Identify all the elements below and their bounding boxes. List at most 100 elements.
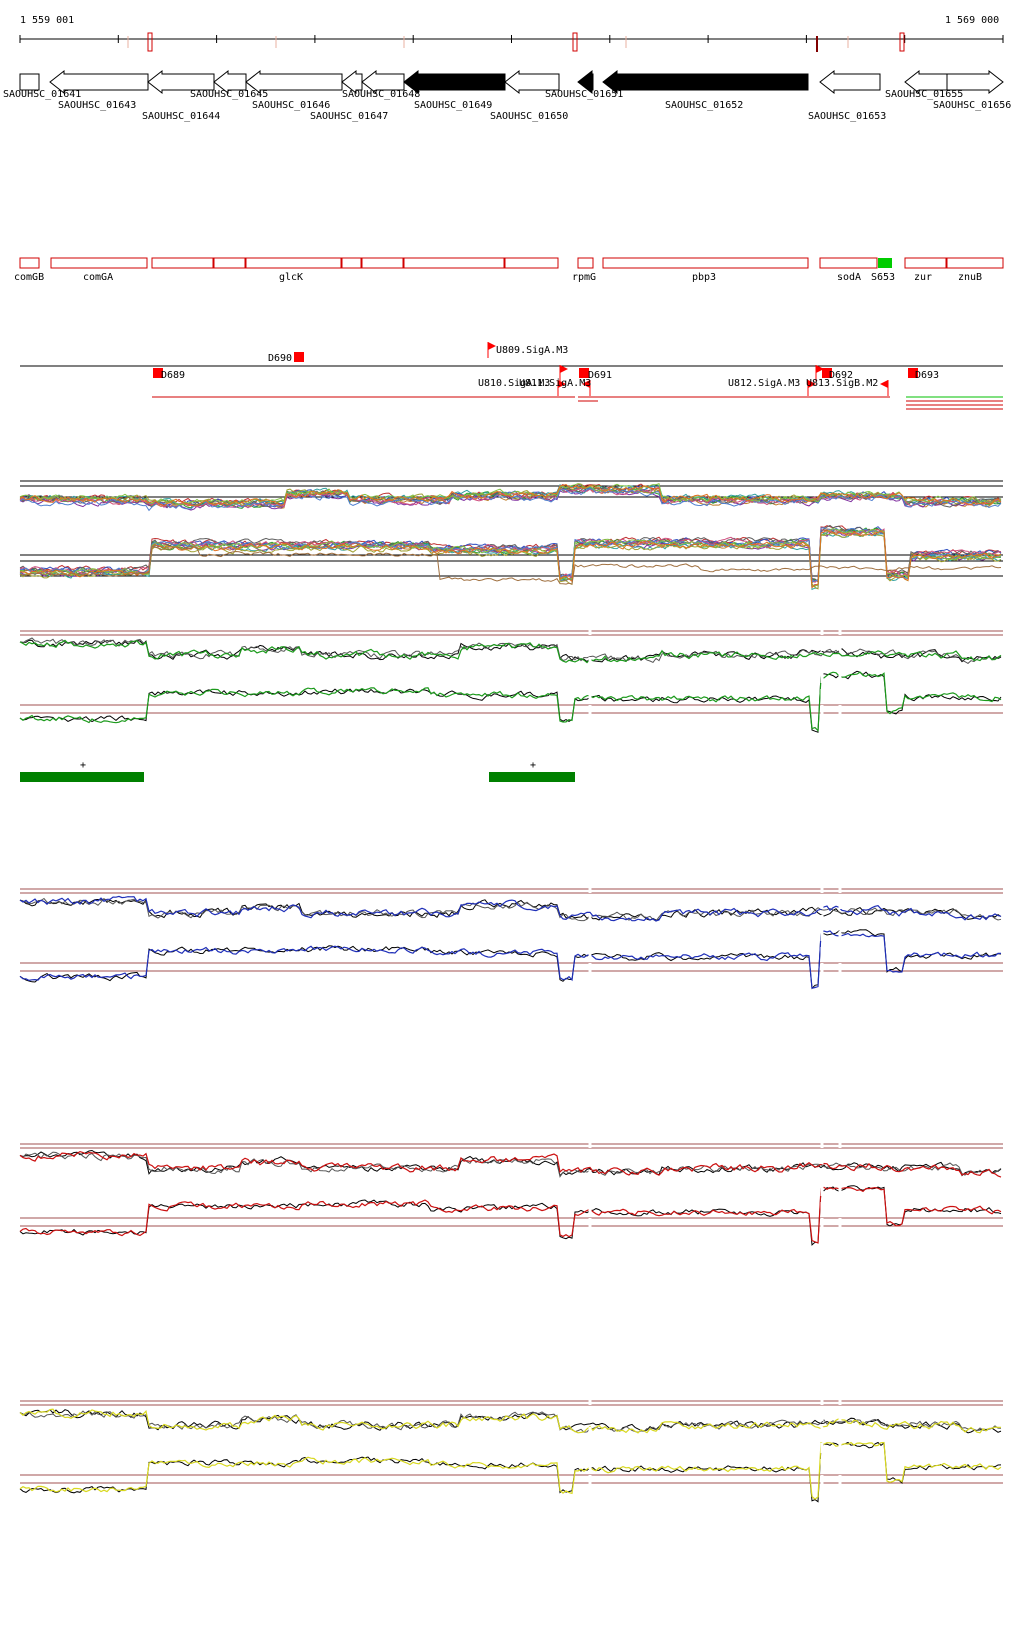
gene-arrow[interactable] bbox=[819, 69, 881, 95]
feature-label: S653 bbox=[871, 272, 895, 283]
promoter-flag[interactable] bbox=[488, 342, 496, 350]
gene-arrow[interactable] bbox=[341, 69, 363, 95]
green-segment[interactable] bbox=[489, 772, 575, 782]
regulatory-block[interactable] bbox=[908, 368, 918, 378]
gene-label: SAOUHSC_01646 bbox=[252, 100, 330, 111]
gene-arrow[interactable] bbox=[49, 69, 149, 95]
feature-box[interactable] bbox=[245, 257, 342, 269]
gene-label: SAOUHSC_01653 bbox=[808, 111, 886, 122]
regulatory-label: D689 bbox=[161, 370, 185, 381]
promoter-flag[interactable] bbox=[582, 380, 590, 388]
gene-arrow[interactable] bbox=[213, 69, 247, 95]
expression-profiles-track bbox=[19, 480, 1003, 591]
feature-label: sodA bbox=[837, 272, 861, 283]
gene-arrow[interactable] bbox=[577, 69, 594, 95]
regulatory-block[interactable] bbox=[153, 368, 163, 378]
regulatory-label: U813.SigB.M2 bbox=[806, 378, 878, 389]
gene-arrow[interactable] bbox=[504, 69, 560, 95]
gene-arrow[interactable] bbox=[946, 69, 1004, 95]
profile-line bbox=[19, 527, 1002, 587]
gene-label: SAOUHSC_01645 bbox=[190, 89, 268, 100]
regulatory-block[interactable] bbox=[822, 368, 832, 378]
promoter-flag[interactable] bbox=[558, 380, 566, 388]
profile-line bbox=[19, 529, 1002, 589]
feature-box[interactable] bbox=[819, 257, 878, 269]
reference-line bbox=[19, 637, 1002, 665]
feature-box[interactable] bbox=[19, 257, 40, 269]
green-segment-track: + + bbox=[20, 760, 575, 782]
gene-arrow[interactable] bbox=[403, 69, 506, 95]
feature-label: znuB bbox=[958, 272, 982, 283]
gene-label: SAOUHSC_01656 bbox=[933, 100, 1011, 111]
feature-label: glcK bbox=[279, 272, 303, 283]
gene-label: SAOUHSC_01644 bbox=[142, 111, 220, 122]
regulatory-block[interactable] bbox=[294, 352, 304, 362]
regulatory-label: U810.SigA.M3 bbox=[478, 378, 550, 389]
feature-box[interactable] bbox=[504, 257, 559, 269]
gene-arrow[interactable] bbox=[602, 69, 809, 95]
gene-arrow[interactable] bbox=[147, 69, 215, 95]
feature-label: pbp3 bbox=[692, 272, 716, 283]
blue-expression-track bbox=[19, 883, 1003, 993]
regulatory-block[interactable] bbox=[579, 368, 589, 378]
gene-label: SAOUHSC_01643 bbox=[58, 100, 136, 111]
feature-box[interactable] bbox=[50, 257, 148, 269]
expression-line bbox=[19, 671, 1002, 732]
expression-line bbox=[19, 1408, 1001, 1434]
profile-line bbox=[19, 527, 1002, 583]
feature-box[interactable] bbox=[403, 257, 505, 269]
expression-line bbox=[19, 1186, 1002, 1244]
feature-track: comGB comGA glcK rpmG pbp3 sodA S653 zur znuB bbox=[14, 257, 1004, 283]
feature-box[interactable] bbox=[151, 257, 214, 269]
feature-box[interactable] bbox=[602, 257, 809, 269]
promoter-flag[interactable] bbox=[880, 380, 888, 388]
ruler-marker bbox=[147, 32, 153, 52]
gene-arrow[interactable] bbox=[361, 69, 405, 95]
gene-label: SAOUHSC_01652 bbox=[665, 100, 743, 111]
feature-box[interactable] bbox=[577, 257, 594, 269]
feature-box[interactable] bbox=[341, 257, 362, 269]
regulatory-label: D693 bbox=[915, 370, 939, 381]
feature-box[interactable] bbox=[904, 257, 947, 269]
green-segment[interactable] bbox=[20, 772, 144, 782]
feature-box[interactable] bbox=[946, 257, 1004, 269]
reference-line bbox=[19, 1185, 1002, 1246]
feature-box[interactable] bbox=[213, 257, 246, 269]
expression-line bbox=[19, 639, 1002, 664]
regulatory-track: D689 D690 U809.SigA.M3 U810.SigA.M3U811.Sig… bbox=[20, 342, 1003, 410]
feature-box-s653[interactable] bbox=[878, 258, 892, 268]
profile-line bbox=[19, 484, 1002, 507]
gene-label: SAOUHSC_01651 bbox=[545, 89, 623, 100]
green-expression-track bbox=[19, 625, 1003, 735]
feature-label: comGA bbox=[83, 272, 113, 283]
gene-arrow[interactable] bbox=[904, 69, 948, 95]
feature-label: zur bbox=[914, 272, 932, 283]
feature-label: rpmG bbox=[572, 272, 596, 283]
profile-line bbox=[19, 530, 1002, 589]
ruler-marker bbox=[572, 32, 578, 52]
reference-line bbox=[19, 1441, 1002, 1503]
regulatory-label: U811.SigA.M3 bbox=[519, 378, 591, 389]
plus-marker: + bbox=[80, 760, 86, 771]
promoter-flag[interactable] bbox=[816, 365, 824, 373]
gene-arrow[interactable] bbox=[245, 69, 343, 95]
gene-label: SAOUHSC_01647 bbox=[310, 111, 388, 122]
feature-box[interactable] bbox=[361, 257, 404, 269]
gene-label: SAOUHSC_01650 bbox=[490, 111, 568, 122]
feature-label: comGB bbox=[14, 272, 44, 283]
profile-line bbox=[19, 528, 1002, 587]
expression-line bbox=[19, 930, 1002, 989]
yellow-expression-track bbox=[19, 1395, 1003, 1505]
gene-arrow[interactable] bbox=[19, 73, 40, 91]
promoter-flag[interactable] bbox=[560, 365, 568, 373]
reference-line bbox=[19, 1149, 1002, 1177]
promoter-flag[interactable] bbox=[808, 380, 816, 388]
ruler-ticks bbox=[19, 32, 1004, 52]
profile-line bbox=[19, 528, 1002, 584]
regulatory-label: U809.SigA.M3 bbox=[496, 345, 568, 356]
gene-label: SAOUHSC_01655 bbox=[885, 89, 963, 100]
gene-label: SAOUHSC_01648 bbox=[342, 89, 420, 100]
expression-line bbox=[19, 895, 1002, 922]
